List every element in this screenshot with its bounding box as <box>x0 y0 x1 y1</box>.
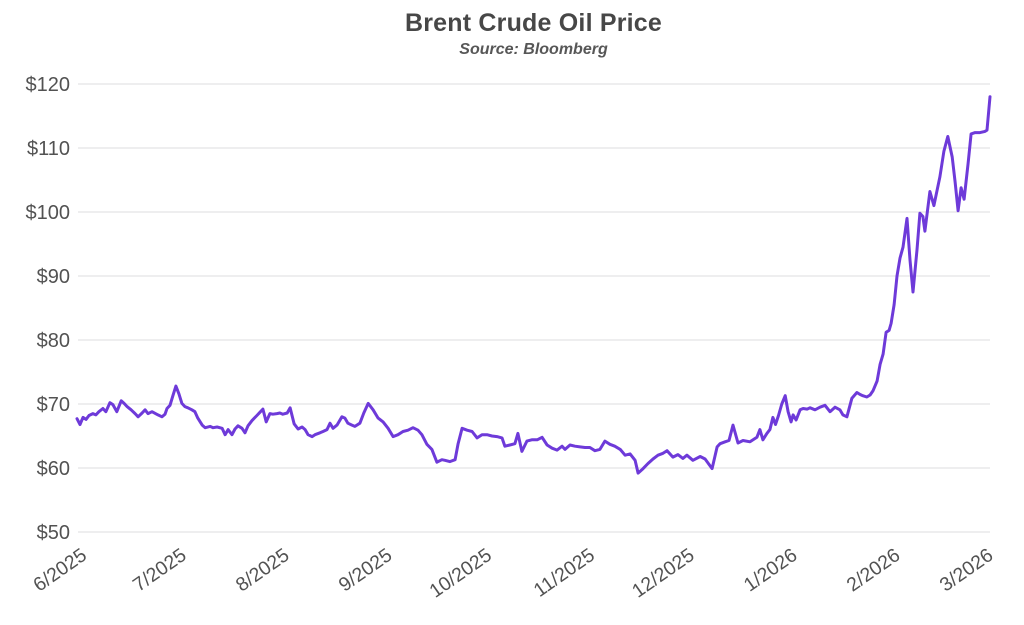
x-tick-label: 12/2025 <box>628 544 698 603</box>
y-tick-label: $50 <box>37 522 70 544</box>
x-tick-label: 2/2026 <box>843 544 904 596</box>
y-tick-label: $80 <box>37 330 70 352</box>
y-tick-label: $110 <box>27 138 70 160</box>
y-tick-label: $100 <box>26 202 71 224</box>
x-tick-label: 10/2025 <box>425 544 495 603</box>
x-tick-label: 9/2025 <box>335 544 397 596</box>
x-tick-label: 8/2025 <box>232 544 294 596</box>
y-tick-label: $90 <box>37 266 70 288</box>
x-tick-label: 3/2026 <box>936 544 997 596</box>
y-tick-label: $60 <box>37 458 70 480</box>
y-tick-label: $120 <box>26 74 71 96</box>
x-tick-label: 11/2025 <box>530 544 599 602</box>
price-line <box>75 95 992 475</box>
x-tick-label: 1/2026 <box>740 544 801 596</box>
y-tick-label: $70 <box>37 394 70 416</box>
x-tick-label: 7/2025 <box>129 544 191 596</box>
x-tick-label: 6/2025 <box>29 544 91 596</box>
